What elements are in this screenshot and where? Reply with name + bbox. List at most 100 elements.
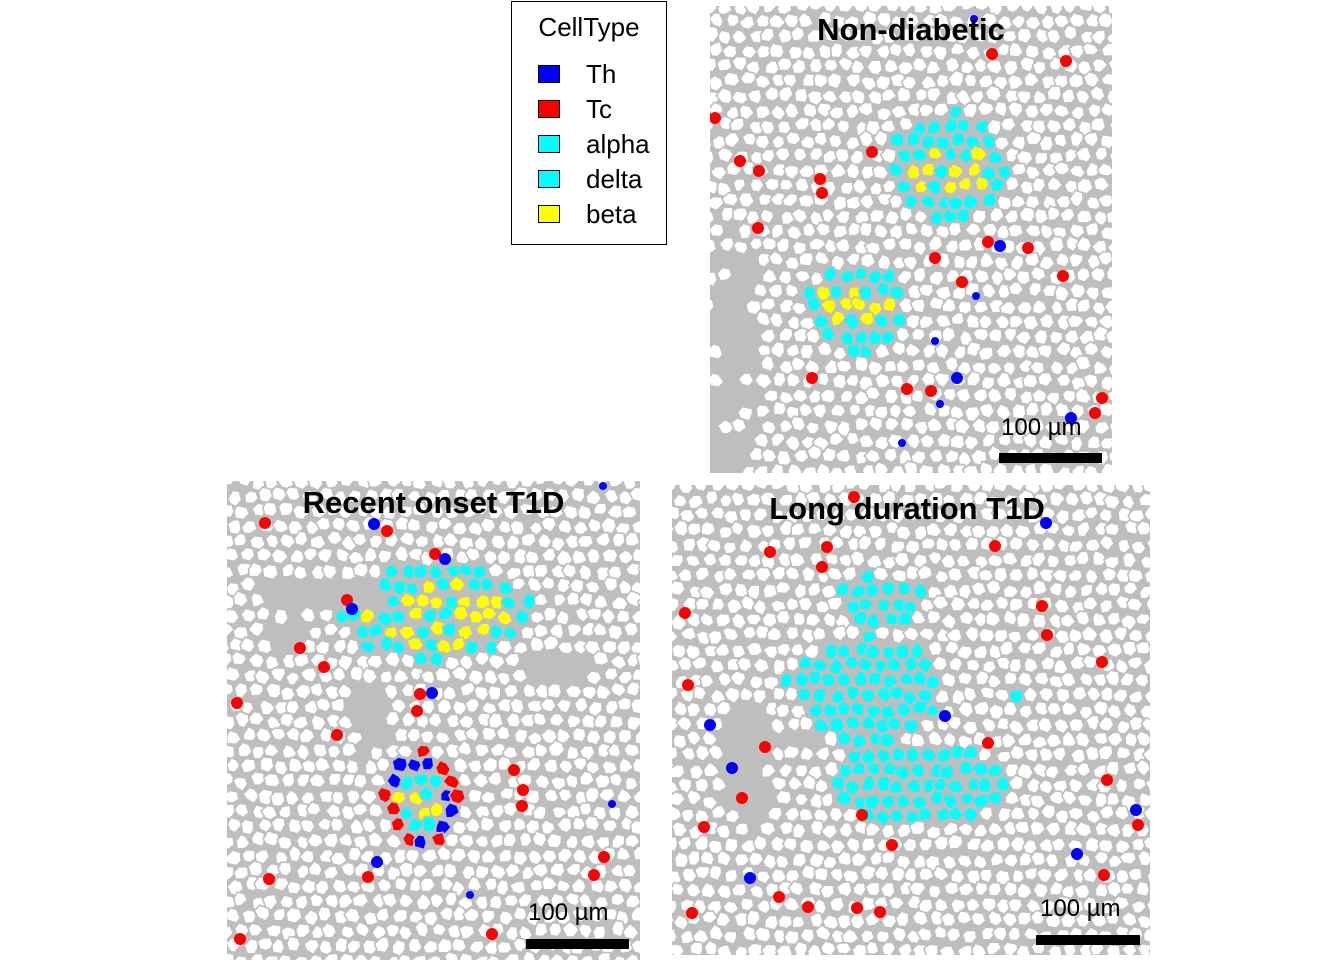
tissue-cell (353, 772, 369, 790)
tissue-cell (1104, 760, 1120, 777)
tissue-cell (1016, 640, 1033, 656)
tissue-cell (309, 534, 327, 550)
tissue-cell (1027, 281, 1043, 298)
tissue-cell (1119, 881, 1136, 896)
tissue-cell (1119, 613, 1138, 632)
tissue-cell (508, 880, 527, 896)
tissue-cell (904, 745, 922, 764)
tissue-cell (760, 235, 780, 251)
tissue-cell (437, 905, 455, 923)
tissue-cell (491, 481, 505, 487)
tissue-cell (741, 132, 759, 147)
tissue-cell (924, 26, 944, 42)
tissue-cell (812, 72, 831, 89)
tissue-cell (822, 610, 838, 629)
tissue-cell (555, 878, 572, 894)
tissue-cell (1048, 329, 1064, 346)
tissue-cell (992, 485, 1009, 494)
tissue-cell (404, 848, 421, 866)
tissue-cell (872, 405, 889, 421)
tissue-cell (247, 681, 265, 697)
tissue-cell (917, 836, 933, 852)
tissue-cell (774, 853, 790, 870)
tissue-cell (330, 790, 345, 806)
tc-cell (874, 906, 886, 918)
tissue-cell (1064, 490, 1081, 509)
tissue-cell (857, 311, 876, 328)
tissue-cell (859, 75, 879, 92)
tissue-cell (1067, 43, 1085, 61)
tissue-cell (392, 667, 411, 685)
tissue-cell (971, 387, 991, 404)
tissue-cell (1024, 194, 1041, 210)
tissue-cell (415, 744, 433, 759)
tissue-cell (302, 546, 319, 563)
tissue-cell (672, 524, 676, 534)
tissue-cell (849, 549, 866, 568)
tissue-cell (463, 697, 481, 714)
tc-cell (925, 385, 937, 397)
tissue-cell (291, 503, 310, 521)
tissue-cell (840, 927, 860, 945)
tissue-cell (246, 859, 264, 878)
tissue-cell (277, 861, 293, 877)
tissue-cell (450, 664, 469, 683)
tissue-cell (473, 742, 491, 758)
tissue-cell (785, 655, 803, 673)
tissue-cell (739, 594, 757, 612)
tissue-cell (1111, 687, 1129, 704)
tissue-cell (981, 432, 996, 448)
tissue-cell (905, 162, 922, 180)
tissue-cell (963, 73, 978, 88)
tissue-cell (866, 89, 884, 106)
tissue-cell (760, 447, 778, 464)
tissue-cell (893, 643, 912, 661)
tissue-cell (904, 538, 922, 556)
tissue-cell (773, 146, 792, 163)
tissue-cell (997, 14, 1014, 31)
tc-cell (1096, 656, 1108, 668)
tissue-cell (576, 503, 593, 521)
tissue-cell (851, 732, 869, 750)
tissue-cell (581, 481, 597, 488)
tissue-cell (831, 372, 848, 390)
tissue-cell (1093, 579, 1111, 598)
tissue-cell (896, 942, 914, 955)
tissue-cell (508, 696, 526, 716)
tissue-cell (710, 25, 721, 44)
tissue-cell (1006, 73, 1025, 91)
tissue-cell (821, 149, 839, 165)
tissue-cell (447, 574, 467, 593)
tissue-cell (227, 481, 236, 486)
tissue-cell (755, 403, 772, 419)
tissue-cell (976, 100, 996, 117)
tissue-cell (957, 300, 973, 315)
tissue-cell (517, 892, 533, 908)
tissue-cell (583, 786, 602, 804)
tissue-cell (443, 950, 460, 960)
tissue-cell (797, 401, 815, 418)
tissue-cell (411, 863, 430, 879)
tissue-cell (882, 447, 899, 464)
tissue-cell (250, 745, 266, 760)
tissue-cell (1023, 866, 1040, 882)
tissue-cell (606, 564, 623, 581)
tissue-cell (956, 853, 974, 869)
tissue-cell (479, 790, 497, 805)
tissue-cell (243, 489, 260, 505)
tissue-cell (330, 757, 348, 774)
tissue-cell (305, 800, 322, 817)
tissue-cell (555, 487, 572, 505)
tissue-cell (829, 747, 848, 764)
tissue-cell (239, 546, 256, 562)
tissue-cell (456, 772, 474, 788)
tissue-cell (672, 485, 678, 492)
tissue-cell (672, 733, 688, 750)
tissue-cell (600, 547, 619, 564)
tissue-cell (836, 55, 855, 73)
tissue-cell (834, 941, 853, 955)
tissue-cell (732, 178, 747, 193)
tissue-cell (834, 209, 851, 226)
tc-cell (686, 907, 698, 919)
tissue-cell (601, 818, 619, 834)
